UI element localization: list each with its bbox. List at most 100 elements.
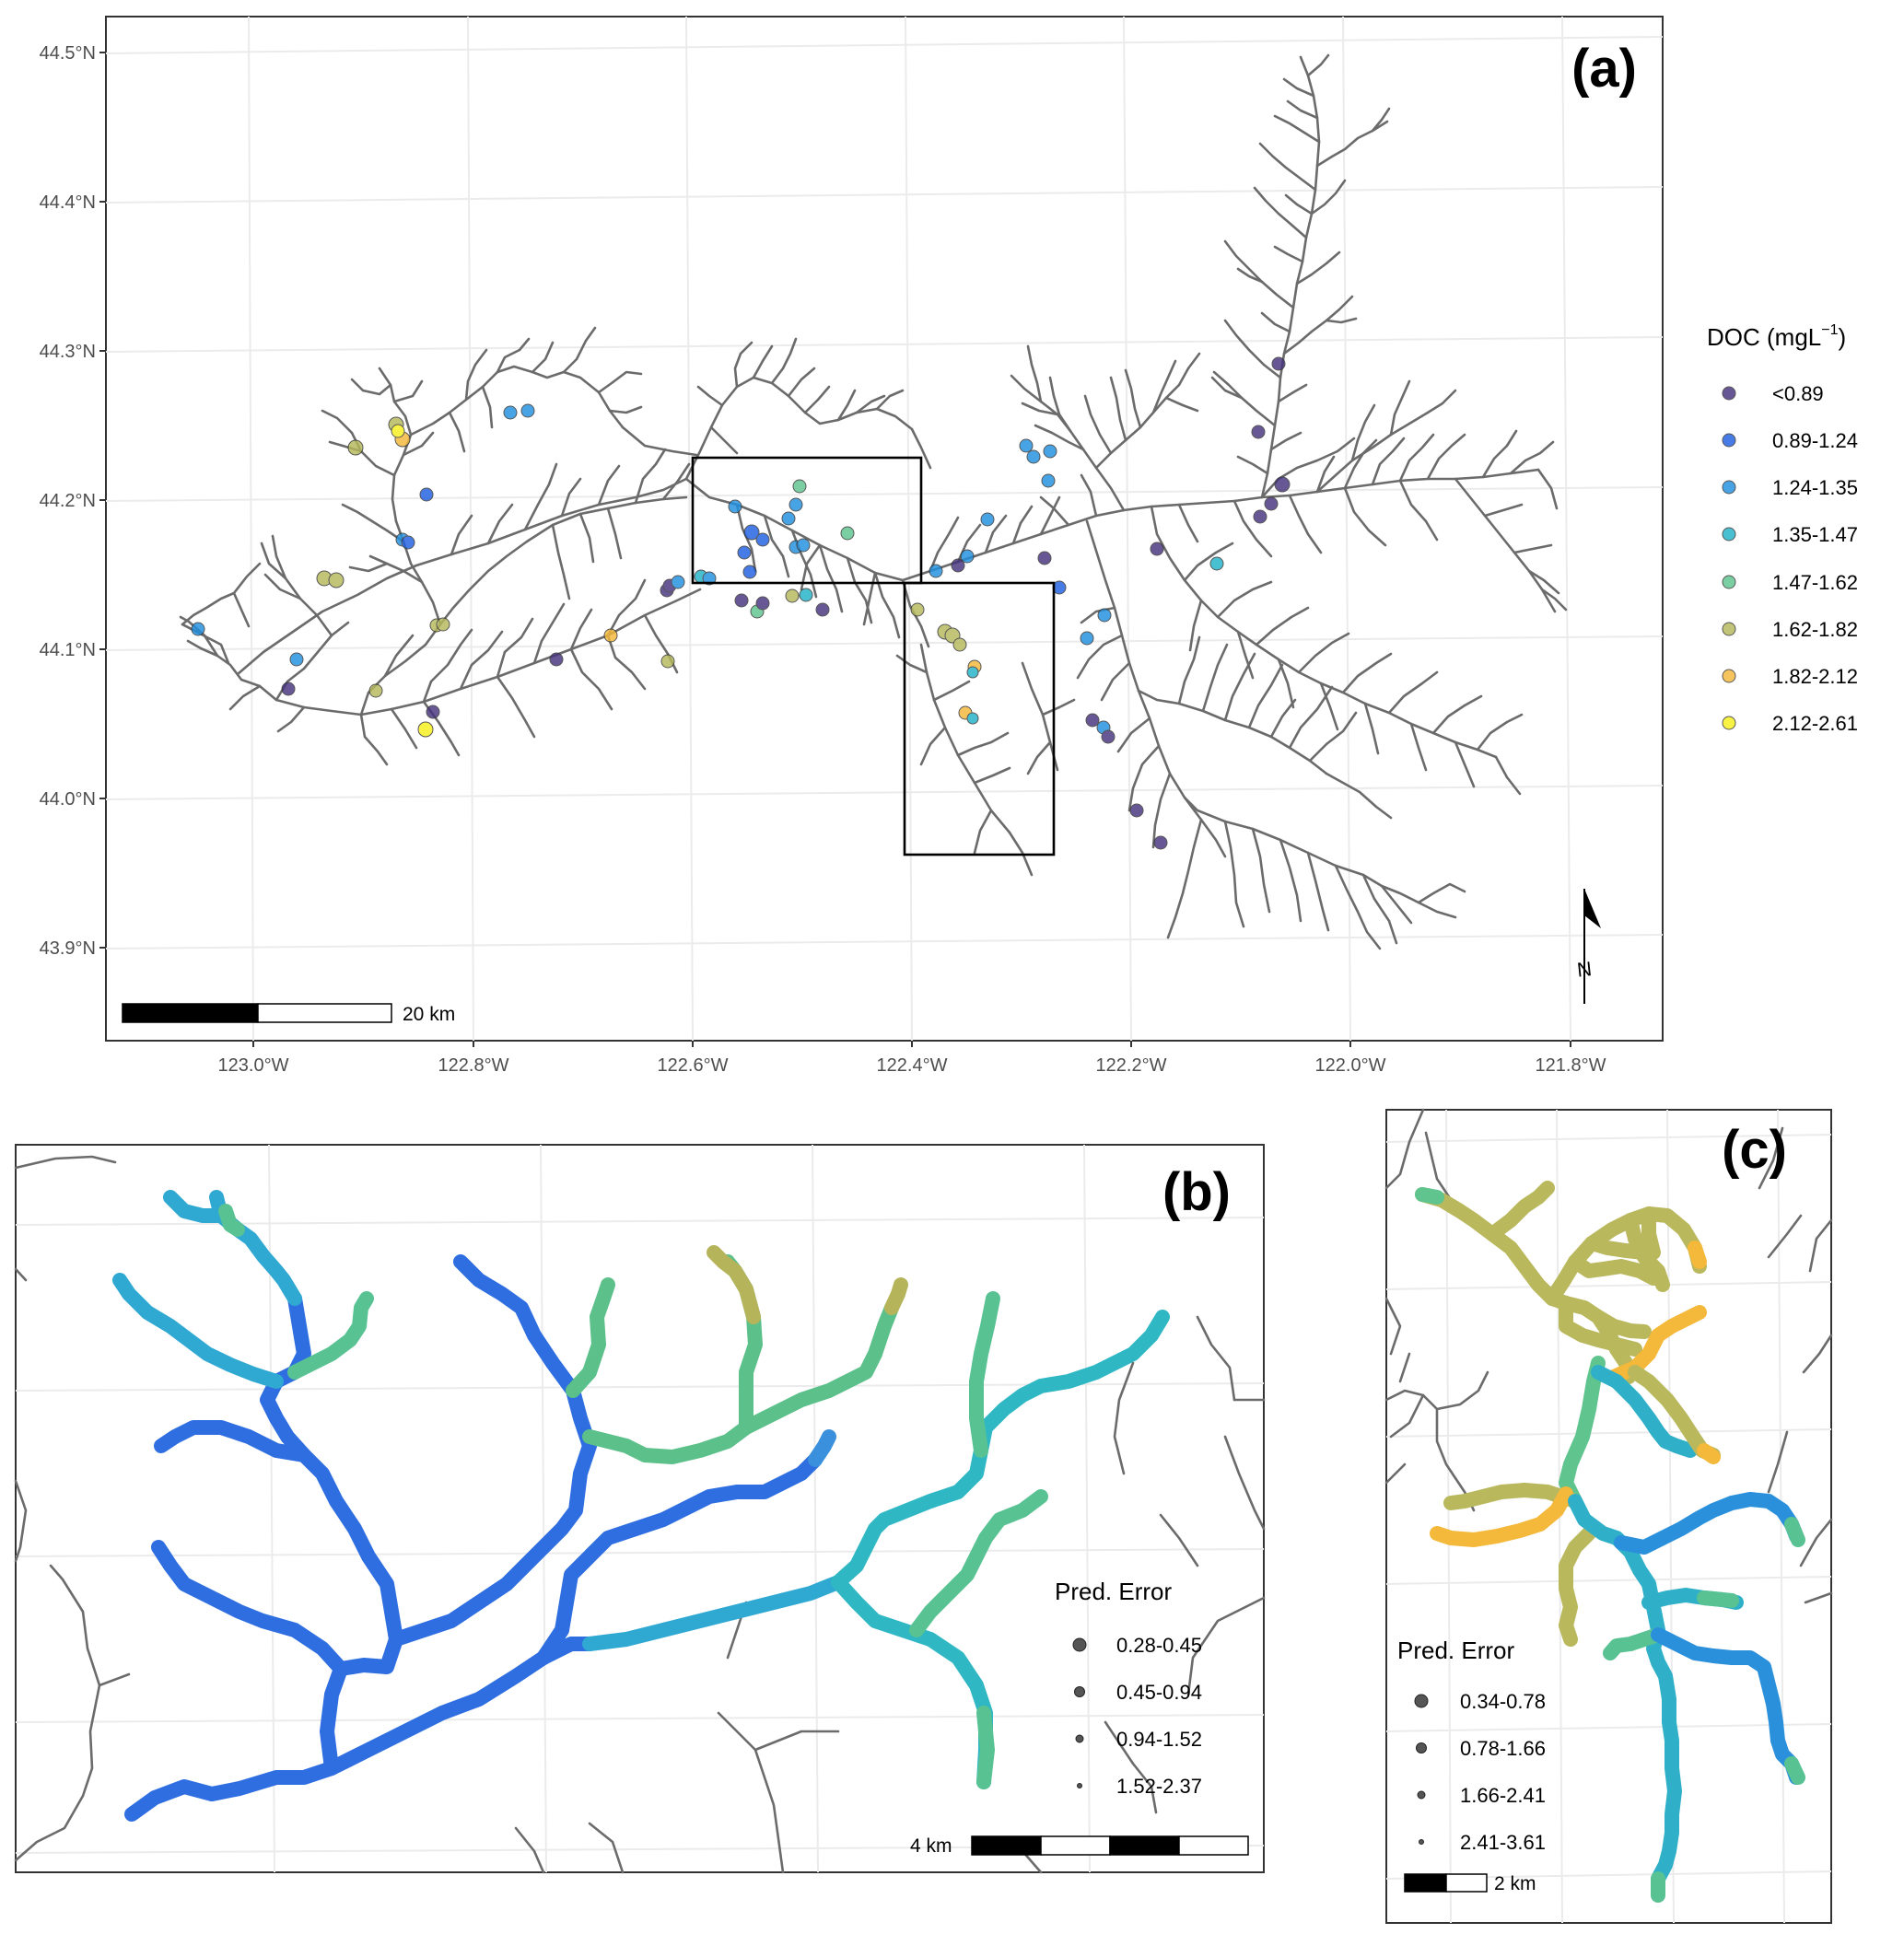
legend-size-symbol [1072, 1637, 1087, 1652]
sample-point [1274, 476, 1291, 493]
sample-point [1037, 551, 1052, 565]
sample-point [1129, 803, 1144, 818]
legend-label: 0.28-0.45 [1116, 1634, 1202, 1657]
sample-point [929, 564, 943, 578]
sample-point [1041, 473, 1056, 488]
legend-label: 1.35-1.47 [1772, 523, 1858, 546]
scale-label-a: 20 km [403, 1004, 455, 1025]
lon-tick-label: 122.4°W [877, 1055, 948, 1076]
lat-tick-label: 44.0°N [40, 789, 96, 810]
sample-point [671, 575, 685, 589]
legend-size-symbol [1419, 1839, 1424, 1845]
scale-label-c: 2 km [1494, 1873, 1536, 1894]
pred-segment [1568, 1254, 1661, 1286]
sample-point [737, 545, 752, 560]
sample-point [503, 405, 518, 420]
stream-network-a [179, 53, 1568, 950]
legend-label: 2.41-3.61 [1460, 1831, 1546, 1854]
legend-swatch [1722, 386, 1736, 401]
scale-bar-b: 4 km [910, 1835, 1249, 1857]
lon-tick-label: 122.6°W [658, 1055, 729, 1076]
pred-segment [1697, 1443, 1721, 1464]
sample-point [417, 721, 434, 738]
lon-tick-label: 122.0°W [1315, 1055, 1386, 1076]
lon-tick-label: 122.2°W [1096, 1055, 1167, 1076]
sample-point [1101, 729, 1116, 744]
pred-segment [1697, 1590, 1739, 1608]
sample-point [966, 666, 979, 679]
pred-segment [1559, 1526, 1596, 1647]
pred-segment [909, 1489, 1048, 1637]
legend-swatch [1722, 622, 1736, 636]
pred-segment [1443, 1483, 1583, 1510]
predicted-doc-network-c [1415, 1181, 1805, 1903]
predicted-doc-network-b [112, 1190, 1170, 1822]
pred-error-legend-b: Pred. Error 0.28-0.45 0.45-0.94 0.94-1.5… [1055, 1578, 1202, 1798]
sample-point [1264, 496, 1279, 511]
sample-point [603, 628, 618, 643]
sample-point [792, 479, 807, 494]
sample-point [840, 526, 855, 541]
pred-error-legend-title: Pred. Error [1397, 1637, 1514, 1664]
sample-point [728, 499, 742, 514]
panel-a: 44.5°N 44.4°N 44.3°N 44.2°N 44.1°N 44.0°… [40, 16, 1858, 1076]
legend-swatch [1722, 575, 1736, 589]
legend-size-symbol [1414, 1694, 1429, 1708]
pred-segment [1646, 1600, 1682, 1900]
pred-segment [582, 1575, 846, 1651]
legend-size-symbol [1074, 1686, 1085, 1697]
lat-tick-label: 44.1°N [40, 640, 96, 660]
lat-tick-label: 44.4°N [40, 192, 96, 213]
sample-point [702, 571, 717, 586]
scale-bar-c: 2 km [1404, 1873, 1536, 1894]
pred-segment [112, 1273, 284, 1389]
stream-network-c [1384, 1108, 1833, 1604]
pred-segment [1603, 1627, 1665, 1660]
north-label: N [1576, 957, 1593, 982]
sample-point [1085, 713, 1100, 728]
sample-point [910, 602, 925, 617]
pred-segment [260, 1291, 403, 1776]
panel-c-tag: (c) [1722, 1120, 1787, 1180]
sample-point [1080, 631, 1094, 646]
sample-point [743, 524, 760, 541]
legend-swatch [1722, 669, 1736, 683]
pred-segment [1688, 1241, 1707, 1269]
sample-point [1251, 425, 1266, 439]
pred-segment [1784, 1756, 1805, 1785]
sample-point [391, 424, 405, 438]
pred-segment [1591, 1365, 1698, 1458]
legend-label: <0.89 [1772, 382, 1824, 405]
sample-point [1097, 608, 1112, 623]
sample-point [980, 512, 995, 527]
pred-segment [1784, 1517, 1805, 1547]
doc-legend-title: DOC (mgL−1) [1707, 322, 1846, 351]
pred-segment [1559, 1296, 1642, 1357]
pred-segment [1614, 1492, 1804, 1555]
pred-error-legend-c: Pred. Error 0.34-0.78 0.78-1.66 1.66-2.4… [1397, 1637, 1546, 1854]
lon-tick-label: 121.8°W [1536, 1055, 1606, 1076]
lat-tick-label: 44.5°N [40, 43, 96, 64]
panel-b-frame [15, 1144, 1265, 1873]
sample-point [781, 511, 796, 526]
sample-point [1271, 356, 1286, 371]
pred-segment [1591, 1310, 1652, 1339]
pred-segment [536, 1452, 823, 1665]
sample-point [788, 497, 803, 512]
sample-point [426, 705, 440, 719]
sample-point [281, 682, 296, 696]
pred-segment [582, 1300, 899, 1464]
panel-a-frame [105, 16, 1664, 1042]
pred-segment [163, 1190, 228, 1223]
pred-segment [389, 1254, 597, 1647]
pred-segment [1559, 1356, 1606, 1509]
inset-box-b [691, 456, 923, 585]
legend-label: 1.82-2.12 [1772, 665, 1858, 688]
inset-box-c [903, 581, 1056, 856]
sample-point [815, 602, 830, 617]
pred-segment [287, 1291, 374, 1380]
legend-label: 1.47-1.62 [1772, 571, 1858, 594]
legend-label: 2.12-2.61 [1772, 712, 1858, 735]
lat-tick-label: 43.9°N [40, 938, 96, 959]
